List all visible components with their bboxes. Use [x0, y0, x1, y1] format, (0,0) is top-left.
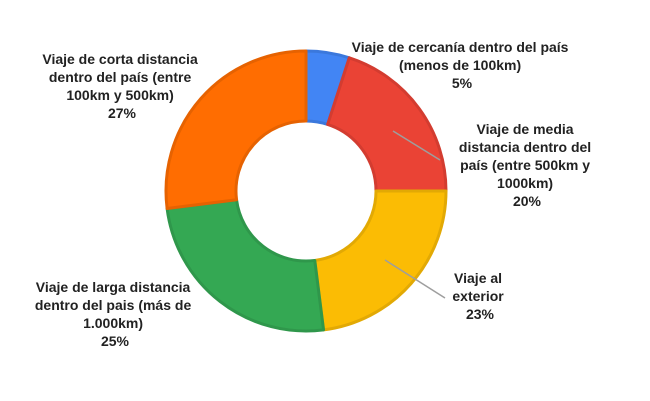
slice-label-media: Viaje de media distancia dentro del país… — [459, 121, 595, 209]
slice-label-media-line-4: 1000km) — [497, 175, 553, 191]
slice-label-media-line-3: país (entre 500km y — [460, 157, 590, 173]
slice-value-media: 20% — [513, 193, 542, 209]
slice-label-corta-line-3: 100km y 500km) — [66, 87, 173, 103]
slice-label-cercania: Viaje de cercanía dentro del país (menos… — [352, 39, 573, 91]
slice-label-cercania-line-1: Viaje de cercanía dentro del país — [352, 39, 569, 55]
slice-corta — [164, 49, 308, 211]
slice-label-larga-line-2: dentro del pais (más de — [35, 297, 192, 313]
slice-media — [326, 56, 448, 193]
slice-larga — [165, 198, 326, 333]
slice-label-cercania-line-2: (menos de 100km) — [399, 57, 521, 73]
slice-label-exterior-line-2: exterior — [452, 288, 504, 304]
slice-label-larga-line-1: Viaje de larga distancia — [36, 279, 191, 295]
slice-label-media-line-1: Viaje de media — [477, 121, 574, 137]
slice-label-larga-line-3: 1.000km) — [83, 315, 143, 331]
slice-value-exterior: 23% — [466, 306, 495, 322]
slice-value-cercania: 5% — [452, 75, 473, 91]
slice-label-larga: Viaje de larga distancia dentro del pais… — [35, 279, 195, 349]
slice-value-larga: 25% — [101, 333, 130, 349]
slice-label-corta-line-2: dentro del país (entre — [49, 69, 192, 85]
slice-value-corta: 27% — [108, 105, 137, 121]
slice-exterior — [313, 189, 448, 332]
leader-line-exterior — [384, 259, 446, 299]
slice-label-corta-line-1: Viaje de corta distancia — [42, 51, 198, 67]
slice-label-media-line-2: distancia dentro del — [459, 139, 591, 155]
slice-label-exterior-line-1: Viaje al — [454, 270, 502, 286]
leader-line-media — [392, 130, 441, 161]
slice-label-corta: Viaje de corta distancia dentro del país… — [42, 51, 201, 121]
slice-label-exterior: Viaje al exterior 23% — [452, 270, 507, 322]
